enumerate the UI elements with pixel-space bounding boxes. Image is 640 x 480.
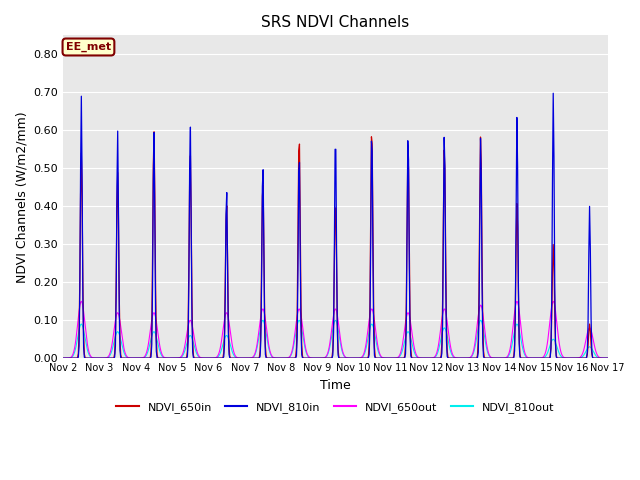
NDVI_810out bbox=[402, 335, 410, 340]
NDVI_810out bbox=[180, 349, 188, 355]
NDVI_650in bbox=[69, 355, 77, 361]
NDVI_810out bbox=[604, 355, 612, 361]
NDVI_650out bbox=[419, 355, 426, 361]
Legend: NDVI_650in, NDVI_810in, NDVI_650out, NDVI_810out: NDVI_650in, NDVI_810in, NDVI_650out, NDV… bbox=[112, 397, 559, 417]
NDVI_650in bbox=[181, 355, 189, 361]
NDVI_650in bbox=[150, 129, 158, 135]
Text: EE_met: EE_met bbox=[66, 42, 111, 52]
NDVI_650out bbox=[403, 315, 410, 321]
Line: NDVI_810out: NDVI_810out bbox=[63, 320, 608, 358]
NDVI_650in bbox=[403, 301, 410, 307]
NDVI_650in bbox=[604, 355, 612, 361]
Y-axis label: NDVI Channels (W/m2/mm): NDVI Channels (W/m2/mm) bbox=[15, 111, 28, 283]
NDVI_810in bbox=[180, 355, 188, 361]
NDVI_810in bbox=[69, 355, 77, 361]
NDVI_650out bbox=[60, 355, 67, 361]
NDVI_810out bbox=[60, 355, 67, 361]
NDVI_810in bbox=[125, 355, 133, 361]
NDVI_650in bbox=[60, 355, 67, 361]
NDVI_650out bbox=[126, 355, 134, 361]
NDVI_810in bbox=[604, 355, 612, 361]
NDVI_810out bbox=[477, 317, 484, 323]
NDVI_650out bbox=[69, 351, 77, 357]
NDVI_810in bbox=[209, 355, 217, 361]
Title: SRS NDVI Channels: SRS NDVI Channels bbox=[261, 15, 410, 30]
Line: NDVI_650in: NDVI_650in bbox=[63, 132, 608, 358]
X-axis label: Time: Time bbox=[320, 379, 351, 392]
NDVI_810out bbox=[125, 355, 133, 361]
NDVI_650in bbox=[419, 355, 426, 361]
NDVI_810in bbox=[417, 355, 425, 361]
NDVI_810in bbox=[549, 90, 557, 96]
NDVI_650in bbox=[210, 355, 218, 361]
NDVI_810in bbox=[402, 351, 410, 357]
NDVI_810in bbox=[60, 355, 67, 361]
NDVI_810out bbox=[69, 353, 77, 359]
Line: NDVI_810in: NDVI_810in bbox=[63, 93, 608, 358]
NDVI_810out bbox=[417, 355, 425, 361]
NDVI_650out bbox=[604, 355, 612, 361]
NDVI_650out bbox=[77, 299, 85, 304]
NDVI_810out bbox=[209, 355, 217, 361]
NDVI_650in bbox=[125, 355, 133, 361]
NDVI_650out bbox=[210, 355, 218, 361]
Line: NDVI_650out: NDVI_650out bbox=[63, 301, 608, 358]
NDVI_650out bbox=[181, 341, 189, 347]
